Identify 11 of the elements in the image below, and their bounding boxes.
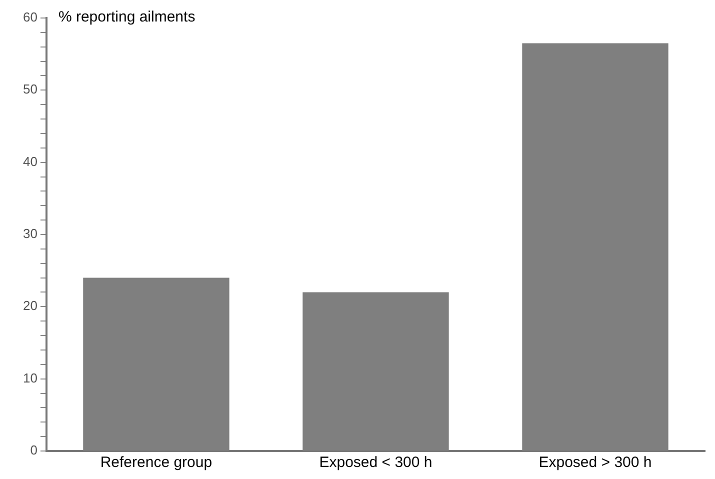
y-tick-label: 30 [22, 226, 38, 242]
x-tick-label: Exposed < 300 h [319, 454, 432, 472]
y-tick-label: 20 [22, 298, 38, 314]
y-tick-label: 10 [22, 370, 38, 386]
y-tick-label: 40 [22, 154, 38, 169]
y-tick-label: 0 [30, 442, 38, 458]
x-tick-label: Exposed > 300 h [538, 454, 652, 472]
y-tick-label: 60 [22, 10, 38, 25]
y-axis-title: % reporting ailments [58, 8, 196, 26]
x-tick-label: Reference group [100, 454, 212, 472]
y-tick-label: 50 [22, 82, 38, 97]
